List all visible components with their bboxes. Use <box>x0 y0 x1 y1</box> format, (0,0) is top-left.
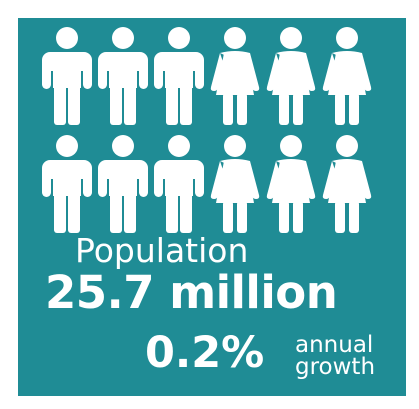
male-figure-icon <box>42 135 92 233</box>
population-card: Population 25.7 million 0.2% annual grow… <box>18 18 406 396</box>
growth-value: 0.2% <box>145 328 265 378</box>
female-figure-icon <box>322 135 372 233</box>
population-label: Population <box>75 231 249 270</box>
female-figure-icon <box>210 27 260 125</box>
female-figure-icon <box>266 135 316 233</box>
male-figure-icon <box>154 27 204 125</box>
growth-caption: annual growth <box>295 332 376 380</box>
female-figure-icon <box>210 135 260 233</box>
male-figure-icon <box>98 27 148 125</box>
population-value: 25.7 million <box>45 266 338 319</box>
people-icons <box>42 25 382 240</box>
female-figure-icon <box>266 27 316 125</box>
growth-caption-line1: annual <box>295 332 374 358</box>
female-figure-icon <box>322 27 372 125</box>
male-figure-icon <box>42 27 92 125</box>
male-figure-icon <box>154 135 204 233</box>
male-figure-icon <box>98 135 148 233</box>
growth-caption-line2: growth <box>295 354 376 380</box>
people-icon-grid <box>42 27 372 233</box>
